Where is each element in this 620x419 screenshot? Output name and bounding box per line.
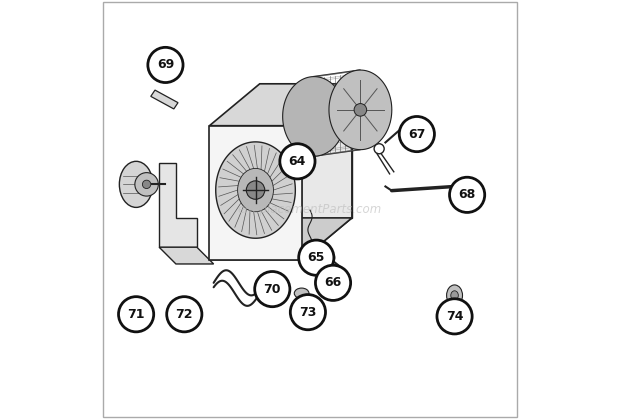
Text: 65: 65 (308, 251, 325, 264)
Polygon shape (151, 90, 178, 109)
Text: 74: 74 (446, 310, 463, 323)
Circle shape (323, 252, 335, 264)
Polygon shape (210, 218, 352, 260)
Text: 68: 68 (459, 188, 476, 202)
Circle shape (437, 299, 472, 334)
Circle shape (290, 295, 326, 330)
Text: 64: 64 (289, 155, 306, 168)
Polygon shape (210, 84, 352, 126)
Polygon shape (159, 247, 214, 264)
Polygon shape (210, 126, 301, 260)
Polygon shape (283, 70, 392, 156)
Polygon shape (329, 70, 392, 150)
Text: 69: 69 (157, 58, 174, 72)
Circle shape (135, 173, 158, 196)
Circle shape (143, 180, 151, 189)
Circle shape (255, 272, 290, 307)
Polygon shape (301, 84, 352, 260)
Text: 70: 70 (264, 282, 281, 296)
Ellipse shape (237, 168, 273, 212)
Ellipse shape (294, 288, 309, 298)
Text: 73: 73 (299, 305, 317, 319)
Circle shape (280, 144, 315, 179)
Text: eReplacementParts.com: eReplacementParts.com (238, 203, 382, 216)
Circle shape (167, 297, 202, 332)
Circle shape (299, 240, 334, 275)
Circle shape (354, 103, 366, 116)
Text: 66: 66 (324, 276, 342, 290)
Circle shape (316, 265, 351, 300)
Circle shape (399, 116, 435, 152)
Polygon shape (260, 84, 352, 218)
Ellipse shape (120, 161, 153, 207)
Text: 67: 67 (408, 127, 425, 141)
Circle shape (118, 297, 154, 332)
Circle shape (450, 177, 485, 212)
Ellipse shape (451, 291, 458, 300)
Polygon shape (159, 163, 197, 247)
Circle shape (246, 181, 265, 199)
Text: 71: 71 (127, 308, 145, 321)
Ellipse shape (446, 285, 463, 306)
Circle shape (148, 47, 183, 83)
Polygon shape (216, 142, 295, 238)
Polygon shape (283, 77, 345, 156)
Text: 72: 72 (175, 308, 193, 321)
